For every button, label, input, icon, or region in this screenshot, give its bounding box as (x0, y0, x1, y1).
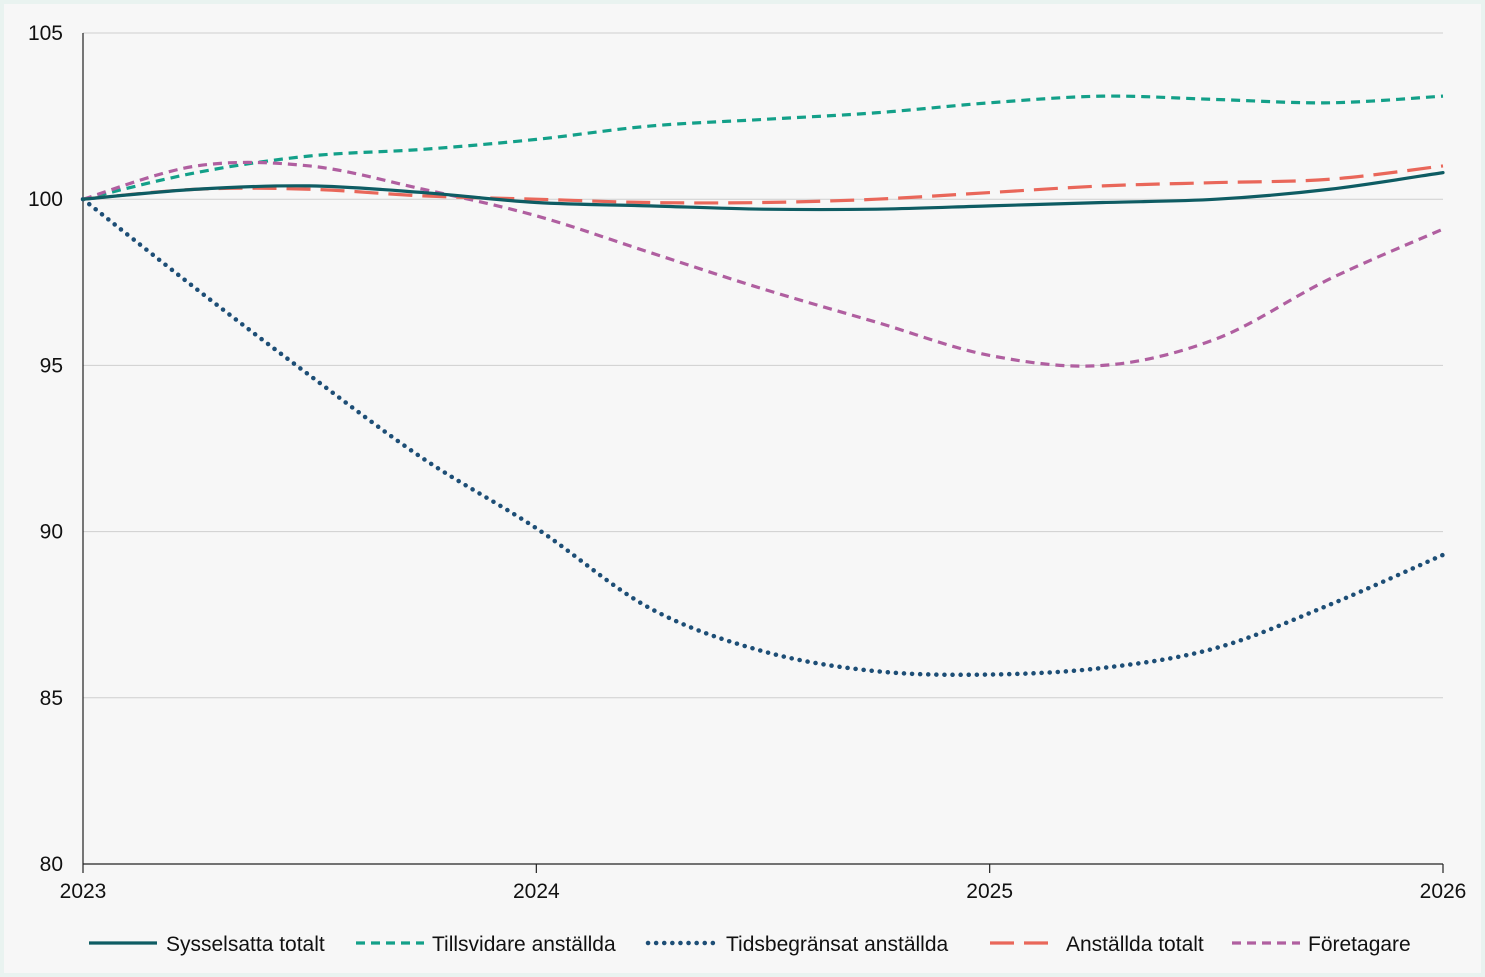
series-line-4 (82, 160, 1444, 368)
legend-label-1: Tillsvidare anställda (432, 933, 616, 956)
y-tick-label: 95 (40, 354, 63, 377)
series-lines (80, 94, 1446, 678)
x-tick-label: 2026 (1420, 880, 1467, 903)
x-tick-label: 2025 (966, 880, 1013, 903)
y-tick-label: 85 (40, 687, 63, 710)
series-line-1 (82, 94, 1444, 201)
y-tick-label: 90 (40, 521, 63, 544)
y-tick-label: 80 (40, 853, 63, 876)
y-tick-label: 105 (28, 22, 63, 45)
x-tick-label: 2024 (513, 880, 560, 903)
chart-frame (4, 4, 1481, 973)
legend-label-2: Tidsbegränsat anställda (726, 933, 949, 956)
series-line-2 (80, 196, 1446, 678)
legend: Sysselsatta totalt Tillsvidare anställda T… (89, 933, 1411, 956)
y-tick-label: 100 (28, 188, 63, 211)
gridlines (83, 32, 1443, 699)
series-line-0 (81, 171, 1445, 212)
x-tick-label: 2023 (60, 880, 107, 903)
legend-label-0: Sysselsatta totalt (166, 933, 325, 956)
series-line-3 (82, 164, 1444, 205)
legend-label-3: Anställda totalt (1066, 933, 1204, 956)
axes: 80 85 90 95 100 105 2023 2024 2025 2026 (28, 22, 1466, 903)
legend-label-4: Företagare (1308, 933, 1411, 956)
